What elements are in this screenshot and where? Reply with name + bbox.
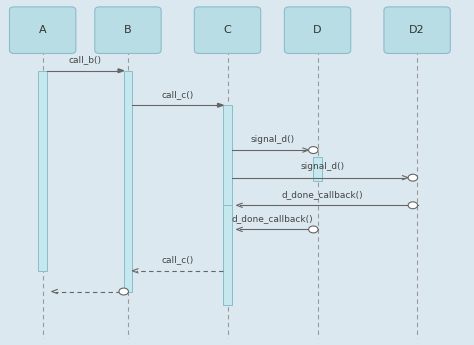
Circle shape [119,288,128,295]
Circle shape [408,174,418,181]
Circle shape [309,147,318,154]
Polygon shape [118,69,124,72]
Text: B: B [124,25,132,35]
Bar [223,105,232,305]
Text: signal_d(): signal_d() [300,162,345,171]
Polygon shape [218,104,223,107]
Bar [38,71,47,271]
Text: d_done_callback(): d_done_callback() [232,214,313,223]
Bar [313,157,322,181]
Text: A: A [39,25,46,35]
Text: signal_d(): signal_d() [250,135,295,144]
Bar [223,205,232,305]
FancyBboxPatch shape [9,7,76,53]
Text: call_c(): call_c() [162,256,194,265]
Text: call_b(): call_b() [69,56,102,65]
FancyBboxPatch shape [194,7,261,53]
Text: call_c(): call_c() [162,90,194,99]
Text: D2: D2 [410,25,425,35]
Circle shape [408,202,418,209]
Text: D: D [313,25,322,35]
Text: d_done_callback(): d_done_callback() [282,190,363,199]
FancyBboxPatch shape [384,7,450,53]
Bar [124,71,132,292]
Circle shape [309,226,318,233]
FancyBboxPatch shape [284,7,351,53]
FancyBboxPatch shape [95,7,161,53]
Text: C: C [224,25,231,35]
